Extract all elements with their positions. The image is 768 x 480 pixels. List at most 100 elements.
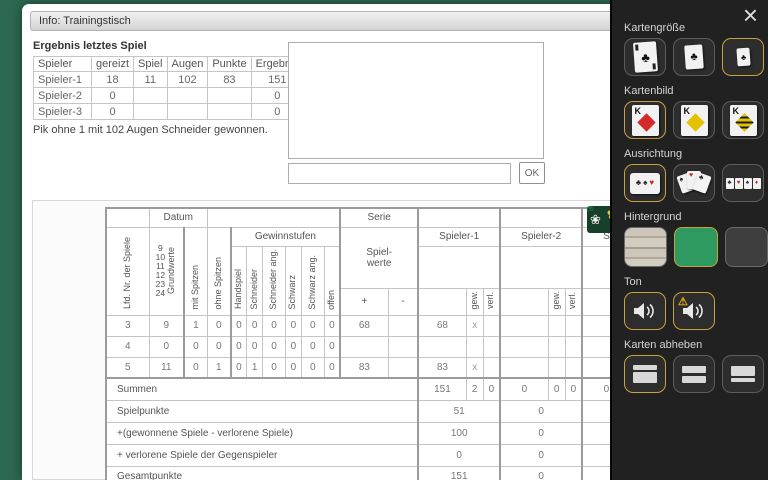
info-dialog: Info: Trainingstisch Ergebnis letztes Sp… <box>22 4 766 480</box>
cell: 0 <box>183 356 208 379</box>
summary-label: Spielpunkte <box>105 399 419 423</box>
summary-label: +(gewonnene Spiele - verlorene Spiele) <box>105 421 419 445</box>
col-punkte: Punkte <box>207 56 252 72</box>
card-size-large-button[interactable]: ♣ <box>624 38 666 76</box>
cell: 0 <box>564 377 583 401</box>
cell: Spieler-2 <box>33 87 92 104</box>
close-icon[interactable]: × <box>742 0 758 30</box>
background-green-swatch[interactable] <box>674 227 718 267</box>
chat-input[interactable] <box>288 163 511 184</box>
cut-thin-bottom-button[interactable] <box>722 355 764 393</box>
serie-header: Serie <box>339 207 419 228</box>
ausrichtung-options: ♣ ♠ ♥ ♠ ♥ ♣ ♣ ♥ ♠ ♦ <box>624 164 768 202</box>
cell <box>166 87 209 104</box>
sound-on-button[interactable] <box>624 292 666 330</box>
cell: Spieler-1 <box>33 71 92 88</box>
cell: Spieler-3 <box>33 103 92 120</box>
cell: 1 <box>206 356 232 379</box>
card-face-tournament-button[interactable]: K <box>722 101 764 139</box>
ok-button[interactable]: OK <box>519 162 545 184</box>
background-dark-swatch[interactable] <box>724 227 768 267</box>
orientation-compact-button[interactable]: ♣ ♥ ♠ ♦ <box>722 164 764 202</box>
cell: 0 <box>499 399 583 423</box>
summary-label: Gesamtpunkte <box>105 465 419 480</box>
schwarz-ang-header: Schwarz ang. <box>300 245 325 316</box>
kartenbild-label: Kartenbild <box>624 85 674 97</box>
cell: 0 <box>90 87 135 104</box>
table-row: Spieler-2 0 0 <box>33 87 315 104</box>
cell: x <box>465 314 484 337</box>
cell: 102 <box>166 71 209 88</box>
cell: 0 <box>206 314 232 337</box>
cell: 0 <box>417 443 501 467</box>
lfd-header: Lfd. Nr. der Spiele <box>105 226 150 316</box>
cell <box>339 335 389 358</box>
cell: 0 <box>323 335 341 358</box>
cell <box>387 314 419 337</box>
cell <box>499 335 549 358</box>
hintergrund-options <box>624 227 768 267</box>
cell: 0 <box>206 335 232 358</box>
card-face-french-button[interactable]: K <box>624 101 666 139</box>
background-wood-swatch[interactable] <box>624 227 668 267</box>
col-spieler: Spieler <box>33 56 92 72</box>
cell <box>564 335 583 358</box>
cell: 2 <box>465 377 484 401</box>
table-row: Spieler-1 18 11 102 83 151 <box>33 71 315 88</box>
cell: 0 <box>499 465 583 480</box>
cut-thin-top-button[interactable] <box>624 355 666 393</box>
cut-deck-icon <box>682 365 706 383</box>
cell: 151 <box>417 465 501 480</box>
col-augen: Augen <box>166 56 209 72</box>
game-result-note: Pik ohne 1 mit 102 Augen Schneider gewon… <box>33 124 268 136</box>
cell: 68 <box>417 314 467 337</box>
king-striped-diamond-icon: K <box>729 104 757 136</box>
sound-alert-button[interactable]: ⚠ <box>673 292 715 330</box>
cell <box>482 356 501 379</box>
card-size-small-button[interactable]: ♣ <box>722 38 764 76</box>
cell: 0 <box>262 335 286 358</box>
score-row: 5 11 0 1 0 1 0 0 0 0 83 83 x <box>105 356 665 379</box>
cell <box>417 245 501 289</box>
cards-strip-icon: ♣ ♥ ♠ ♦ <box>725 177 761 189</box>
cell <box>133 87 168 104</box>
col-spiel: Spiel <box>133 56 168 72</box>
cell <box>482 335 501 358</box>
cell: 1 <box>183 314 208 337</box>
schneider-ang-header: Schneider ang. <box>262 245 286 316</box>
card-size-medium-button[interactable]: ♣ <box>673 38 715 76</box>
cell <box>499 207 583 228</box>
orientation-fan-button[interactable]: ♠ ♥ ♣ <box>673 164 715 202</box>
ton-label: Ton <box>624 276 642 288</box>
offen-header: offen <box>323 245 341 316</box>
chat-log[interactable] <box>288 42 544 159</box>
cell <box>499 314 549 337</box>
cell: 3 <box>105 314 150 337</box>
cell <box>206 207 341 228</box>
plus-header: + <box>339 287 389 316</box>
cell: 68 <box>339 314 389 337</box>
karten-abheben-label: Karten abheben <box>624 339 703 351</box>
cards-fan-icon: ♠ ♥ ♣ <box>676 170 712 196</box>
warning-icon: ⚠ <box>678 296 688 308</box>
medium-card-icon: ♣ <box>684 44 704 70</box>
cards-row-icon: ♣ ♠ ♥ <box>630 172 660 194</box>
col-gereizt: gereizt <box>90 56 135 72</box>
cut-half-button[interactable] <box>673 355 715 393</box>
cell: 0 <box>284 335 302 358</box>
spielwerte-header: Spiel- werte <box>339 226 419 289</box>
cell: 11 <box>133 71 168 88</box>
cell: 0 <box>229 314 248 337</box>
ton-options: ⚠ <box>624 292 768 330</box>
gew-header: gew. <box>547 287 566 316</box>
cut-deck-icon <box>731 366 755 382</box>
cell: 0 <box>229 335 248 358</box>
cell: 0 <box>284 356 302 379</box>
cell: 0 <box>246 335 264 358</box>
cell <box>547 335 566 358</box>
card-face-yellow-button[interactable]: K <box>673 101 715 139</box>
cell: 0 <box>246 314 264 337</box>
cell: 0 <box>300 314 325 337</box>
king-yellow-diamond-icon: K <box>680 104 708 136</box>
orientation-row-button[interactable]: ♣ ♠ ♥ <box>624 164 666 202</box>
